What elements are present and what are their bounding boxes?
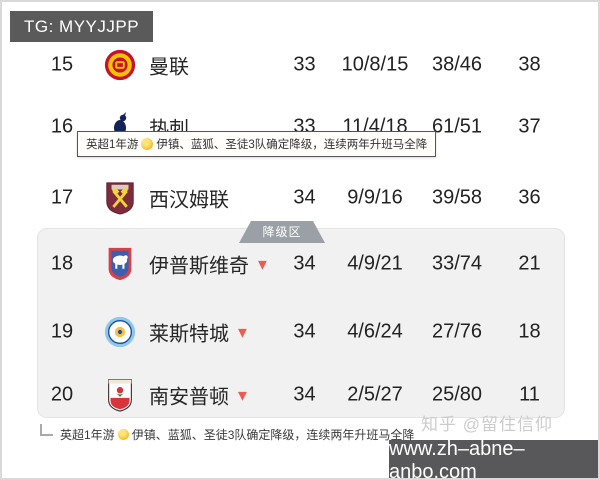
points: 38 xyxy=(518,53,541,76)
relegated-arrow-icon: ▼ xyxy=(235,324,250,342)
rank: 20 xyxy=(50,383,74,406)
points: 36 xyxy=(518,186,541,209)
matches-played: 34 xyxy=(293,383,316,406)
goals-for-against: 38/46 xyxy=(431,53,483,76)
table-row-southampton[interactable]: 20 南安普顿 ▼ 34 2/5/27 25/80 11 xyxy=(2,369,598,421)
zhihu-watermark: 知乎 @留住信仰 xyxy=(421,415,553,434)
table-row-leicester[interactable]: 19 莱斯特城 ▼ 34 4/6/24 27/76 18 xyxy=(2,306,598,358)
team-name: 伊普斯维奇 ▼ xyxy=(149,255,270,278)
west-ham-crest-icon xyxy=(102,178,138,218)
team-name: 南安普顿 ▼ xyxy=(149,386,250,409)
ipswich-crest-icon xyxy=(102,244,138,284)
leicester-crest-icon xyxy=(102,312,138,352)
goals-for-against: 39/58 xyxy=(431,186,483,209)
rank: 16 xyxy=(50,115,74,138)
tooltip-text-prefix: 英超1年游 xyxy=(86,139,139,151)
relegated-arrow-icon: ▼ xyxy=(235,387,250,405)
laughing-emoji-icon xyxy=(141,138,154,150)
corner-bracket-icon xyxy=(40,424,53,436)
goals-for-against: 27/76 xyxy=(431,320,483,343)
table-row-ipswich[interactable]: 18 伊普斯维奇 ▼ 34 4/9/21 33/74 21 xyxy=(2,238,598,290)
matches-played: 34 xyxy=(293,320,316,343)
website-url-badge: www.zh–abne–anbo.com xyxy=(389,438,598,478)
win-draw-loss: 9/9/16 xyxy=(347,186,403,209)
points: 37 xyxy=(518,115,541,138)
matches-played: 34 xyxy=(293,186,316,209)
goals-for-against: 33/74 xyxy=(431,252,483,275)
matches-played: 33 xyxy=(293,53,316,76)
points: 21 xyxy=(518,252,541,275)
goals-for-against: 25/80 xyxy=(431,383,483,406)
relegation-zone-tab: 降级区 xyxy=(239,221,325,243)
laughing-emoji-icon xyxy=(117,429,129,440)
rank: 18 xyxy=(50,252,74,275)
win-draw-loss: 4/9/21 xyxy=(347,252,403,275)
caption-text-prefix: 英超1年游 xyxy=(60,428,115,442)
table-row-west-ham[interactable]: 17 西汉姆联 34 9/9/16 39/58 36 xyxy=(2,172,598,224)
relegated-arrow-icon: ▼ xyxy=(255,256,270,274)
team-name: 曼联 xyxy=(149,56,189,79)
tooltip-text-suffix: 伊镇、蓝狐、圣徒3队确定降级，连续两年升班马全降 xyxy=(156,139,428,151)
matches-played: 34 xyxy=(293,252,316,275)
win-draw-loss: 2/5/27 xyxy=(347,383,403,406)
win-draw-loss: 4/6/24 xyxy=(347,320,403,343)
team-name: 莱斯特城 ▼ xyxy=(149,323,250,346)
caption-text-suffix: 伊镇、蓝狐、圣徒3队确定降级，连续两年升班马全降 xyxy=(131,428,415,442)
team-name: 西汉姆联 xyxy=(149,189,229,212)
goals-for-against: 61/51 xyxy=(431,115,483,138)
points: 11 xyxy=(519,383,540,406)
annotation-tooltip: 英超1年游 伊镇、蓝狐、圣徒3队确定降级，连续两年升班马全降 xyxy=(77,131,437,157)
southampton-crest-icon xyxy=(102,375,138,415)
rank: 19 xyxy=(50,320,74,343)
rank: 17 xyxy=(50,186,74,209)
tg-channel-badge: TG: MYYJJPP xyxy=(10,11,154,42)
points: 18 xyxy=(518,320,541,343)
bottom-caption: 英超1年游 伊镇、蓝狐、圣徒3队确定降级，连续两年升班马全降 xyxy=(60,426,414,443)
table-row-man-utd[interactable]: 15 曼联 33 10/8/15 38/46 38 xyxy=(2,39,598,91)
rank: 15 xyxy=(50,53,74,76)
manchester-united-crest-icon xyxy=(102,45,138,85)
win-draw-loss: 10/8/15 xyxy=(341,53,409,76)
